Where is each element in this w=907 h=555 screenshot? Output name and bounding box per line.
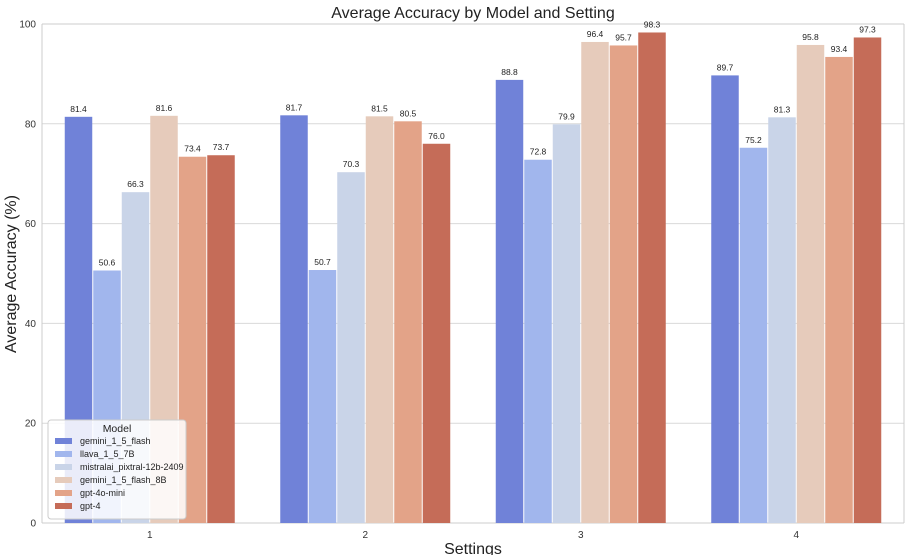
legend-label: gpt-4: [80, 501, 101, 511]
bar: [337, 172, 365, 523]
y-tick-label: 60: [25, 219, 37, 230]
legend-label: gemini_1_5_flash_8B: [80, 475, 167, 485]
bar: [552, 124, 581, 523]
x-tick-label: 2: [362, 530, 368, 541]
data-label: 96.4: [587, 29, 604, 39]
bar: [609, 45, 638, 523]
data-labels: 81.4 50.6 66.3 81.6 73.4 73.7 81.7 50.7 70.3 81.5…: [70, 19, 876, 267]
data-label: 97.3: [859, 24, 876, 34]
bar: [524, 159, 552, 523]
data-label: 73.7: [213, 142, 230, 152]
axis-ticks: 0 20 40 60 80 100 1 2 3 4: [19, 20, 799, 542]
legend: Model gemini_1_5_flash llava_1_5_7Bmistra…: [47, 419, 187, 520]
data-label: 79.9: [558, 111, 575, 121]
data-label: 75.2: [745, 135, 762, 145]
bar: [581, 41, 609, 524]
data-label: 81.5: [371, 103, 388, 113]
legend-title: Model: [103, 423, 132, 435]
data-label: 81.7: [286, 102, 303, 112]
bar: [711, 75, 739, 523]
legend-label: gpt-4o-mini: [80, 488, 125, 498]
bar: [853, 37, 882, 524]
data-label: 66.3: [127, 179, 144, 189]
data-label: 95.7: [615, 32, 632, 42]
data-label: 95.8: [802, 32, 819, 42]
data-label: 76.0: [428, 131, 445, 141]
y-tick-label: 100: [19, 20, 36, 31]
legend-swatch: [55, 464, 72, 470]
y-tick-label: 20: [25, 419, 37, 430]
y-axis-label: Average Accuracy (%): [3, 195, 20, 353]
bar: [768, 117, 796, 524]
data-label: 98.3: [644, 19, 661, 29]
legend-swatch: [55, 477, 72, 483]
bar: [365, 116, 394, 523]
bar: [422, 143, 451, 523]
data-label: 81.6: [156, 103, 173, 113]
legend-box: [47, 419, 187, 520]
legend-label: gemini_1_5_flash: [80, 436, 151, 446]
bar: [825, 56, 853, 524]
bar: [739, 147, 768, 523]
data-label: 73.4: [184, 144, 201, 154]
legend-swatch: [55, 503, 72, 509]
bar: [280, 115, 308, 523]
x-tick-label: 3: [578, 530, 584, 541]
legend-swatch: [55, 438, 72, 444]
bar: [308, 270, 337, 523]
data-label: 81.3: [774, 104, 791, 114]
legend-swatch: [55, 490, 72, 496]
x-tick-label: 1: [147, 530, 153, 541]
legend-swatch: [55, 451, 72, 457]
bar: [638, 32, 666, 523]
data-label: 80.5: [400, 108, 417, 118]
legend-label: mistralai_pixtral-12b-2409: [80, 462, 184, 472]
chart-title: Average Accuracy by Model and Setting: [331, 5, 614, 22]
x-tick-label: 4: [793, 530, 799, 541]
bar: [394, 121, 422, 524]
data-label: 88.8: [501, 67, 518, 77]
y-tick-label: 80: [25, 119, 37, 130]
data-label: 72.8: [530, 147, 547, 157]
bar: [207, 155, 235, 523]
data-label: 50.6: [99, 258, 116, 268]
data-label: 89.7: [717, 62, 734, 72]
bar: [796, 44, 825, 523]
data-label: 81.4: [70, 104, 87, 114]
bar: [495, 79, 524, 523]
bars: [64, 32, 882, 524]
x-axis-label: Settings: [444, 541, 502, 555]
data-label: 93.4: [831, 44, 848, 54]
legend-label: llava_1_5_7B: [80, 449, 135, 459]
data-label: 50.7: [314, 257, 331, 267]
y-tick-label: 40: [25, 319, 37, 330]
y-tick-label: 0: [30, 519, 36, 530]
data-label: 70.3: [343, 159, 360, 169]
